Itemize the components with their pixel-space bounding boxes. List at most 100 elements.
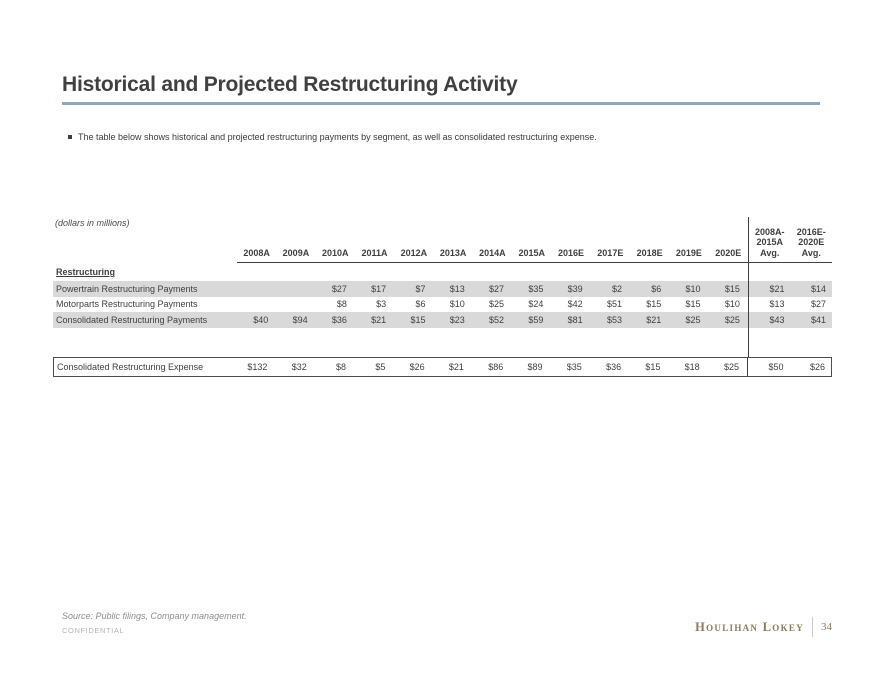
year-column-header: 2008A bbox=[243, 248, 270, 258]
cell-value: $21 bbox=[646, 314, 662, 325]
section-label: Restructuring bbox=[56, 267, 116, 277]
spacer-row bbox=[53, 327, 832, 357]
cell-value: $15 bbox=[685, 299, 701, 310]
cell-value: $8 bbox=[336, 361, 347, 372]
avg-cell-value: $27 bbox=[810, 299, 826, 310]
row-label: Motorparts Restructuring Payments bbox=[56, 299, 198, 310]
section-row: Restructuring bbox=[53, 263, 832, 281]
cell-value: $15 bbox=[724, 283, 740, 294]
bullet-item: The table below shows historical and pro… bbox=[68, 132, 828, 142]
avg-cell-value: $41 bbox=[810, 314, 826, 325]
cell-value: $42 bbox=[567, 299, 583, 310]
cell-value: $21 bbox=[448, 361, 464, 372]
cell-value bbox=[237, 297, 276, 313]
cell-value: $13 bbox=[449, 283, 465, 294]
cell-value: $25 bbox=[685, 314, 701, 325]
cell-value: $5 bbox=[375, 361, 386, 372]
units-note: (dollars in millions) bbox=[55, 218, 130, 228]
avg-cell-value: $14 bbox=[810, 283, 826, 294]
avg-cell-value: $50 bbox=[768, 361, 784, 372]
table-row: Consolidated Restructuring Payments $40 $9… bbox=[53, 312, 832, 328]
cell-value: $32 bbox=[291, 361, 307, 372]
cell-value: $17 bbox=[371, 283, 387, 294]
cell-value: $10 bbox=[724, 299, 740, 310]
cell-value: $26 bbox=[409, 361, 425, 372]
table-row: Motorparts Restructuring Payments $8 $3 $6 $… bbox=[53, 296, 832, 313]
cell-value: $89 bbox=[527, 361, 543, 372]
cell-value: $94 bbox=[292, 314, 308, 325]
cell-value: $21 bbox=[371, 314, 387, 325]
cell-value: $40 bbox=[253, 314, 269, 325]
avg-column-header: 2016E- 2020E Avg. bbox=[796, 226, 826, 258]
cell-value: $7 bbox=[415, 283, 426, 294]
table-row: Powertrain Restructuring Payments $27 $17 $… bbox=[53, 281, 832, 297]
avg-columns-group: 2008A- 2015A Avg. 2016E- 2020E Avg. bbox=[748, 217, 832, 263]
cell-value: $10 bbox=[449, 299, 465, 310]
cell-value: $23 bbox=[449, 314, 465, 325]
page-number-divider bbox=[812, 617, 813, 637]
cell-value bbox=[276, 297, 315, 313]
avg-cell-value: $13 bbox=[769, 299, 785, 310]
bullet-text: The table below shows historical and pro… bbox=[78, 132, 597, 142]
total-row-label: Consolidated Restructuring Expense bbox=[57, 361, 204, 372]
cell-value: $39 bbox=[567, 283, 583, 294]
cell-value: $18 bbox=[684, 361, 700, 372]
cell-value bbox=[237, 281, 276, 297]
bullet-square-icon bbox=[68, 135, 72, 139]
avg-cell-value: $21 bbox=[769, 283, 785, 294]
title-underline bbox=[62, 102, 820, 105]
cell-value: $6 bbox=[415, 299, 426, 310]
cell-value: $36 bbox=[606, 361, 622, 372]
restructuring-table: (dollars in millions) 2008A 2009A 2010A 201… bbox=[53, 217, 832, 377]
cell-value: $59 bbox=[528, 314, 544, 325]
year-column-header: 2011A bbox=[361, 248, 388, 258]
total-row: Consolidated Restructuring Expense $132 $3… bbox=[53, 356, 832, 377]
year-column-header: 2016E bbox=[558, 248, 585, 258]
brand-logo: Houlihan Lokey bbox=[695, 619, 804, 634]
cell-value: $25 bbox=[489, 299, 505, 310]
year-column-header: 2018E bbox=[636, 248, 663, 258]
year-column-header: 2013A bbox=[439, 248, 467, 258]
cell-value: $27 bbox=[489, 283, 505, 294]
cell-value: $15 bbox=[646, 299, 662, 310]
cell-value: $8 bbox=[336, 299, 347, 310]
cell-value: $24 bbox=[528, 299, 544, 310]
avg-column-header: 2008A- 2015A Avg. bbox=[754, 226, 785, 258]
cell-value: $36 bbox=[331, 314, 347, 325]
cell-value: $51 bbox=[606, 299, 622, 310]
row-label: Powertrain Restructuring Payments bbox=[56, 283, 198, 294]
year-column-header: 2010A bbox=[321, 248, 349, 258]
confidential-label: CONFIDENTIAL bbox=[62, 626, 125, 635]
row-label: Consolidated Restructuring Payments bbox=[56, 314, 208, 325]
year-column-header: 2012A bbox=[400, 248, 428, 258]
year-column-header: 2009A bbox=[282, 248, 310, 258]
page-number: 34 bbox=[821, 621, 832, 633]
year-column-header: 2019E bbox=[675, 248, 702, 258]
year-column-header: 2015A bbox=[518, 248, 545, 258]
cell-value: $15 bbox=[410, 314, 426, 325]
cell-value: $25 bbox=[723, 361, 739, 372]
cell-value: $2 bbox=[611, 283, 622, 294]
year-column-header: 2017E bbox=[597, 248, 624, 258]
page-title: Historical and Projected Restructuring A… bbox=[62, 73, 518, 96]
source-note: Source: Public filings, Company manageme… bbox=[62, 611, 247, 621]
cell-value: $53 bbox=[606, 314, 622, 325]
cell-value: $52 bbox=[489, 314, 505, 325]
cell-value: $35 bbox=[566, 361, 582, 372]
footer-brand-block: Houlihan Lokey 34 bbox=[695, 617, 832, 637]
cell-value: $81 bbox=[567, 314, 583, 325]
cell-value bbox=[276, 281, 315, 297]
year-column-header: 2020E bbox=[715, 248, 742, 258]
table-header-row: 2008A 2009A 2010A 2011A 2012A 2013A 2014A 2015A… bbox=[53, 217, 832, 263]
year-column-header: 2014A bbox=[479, 248, 506, 258]
cell-value: $3 bbox=[376, 299, 387, 310]
cell-value: $35 bbox=[528, 283, 544, 294]
cell-value: $86 bbox=[488, 361, 504, 372]
avg-cell-value: $43 bbox=[769, 314, 785, 325]
cell-value: $27 bbox=[331, 283, 347, 294]
table-body: 2008A 2009A 2010A 2011A 2012A 2013A 2014A 2015A… bbox=[53, 217, 832, 377]
cell-value: $15 bbox=[645, 361, 661, 372]
cell-value: $6 bbox=[651, 283, 662, 294]
cell-value: $132 bbox=[247, 361, 268, 372]
